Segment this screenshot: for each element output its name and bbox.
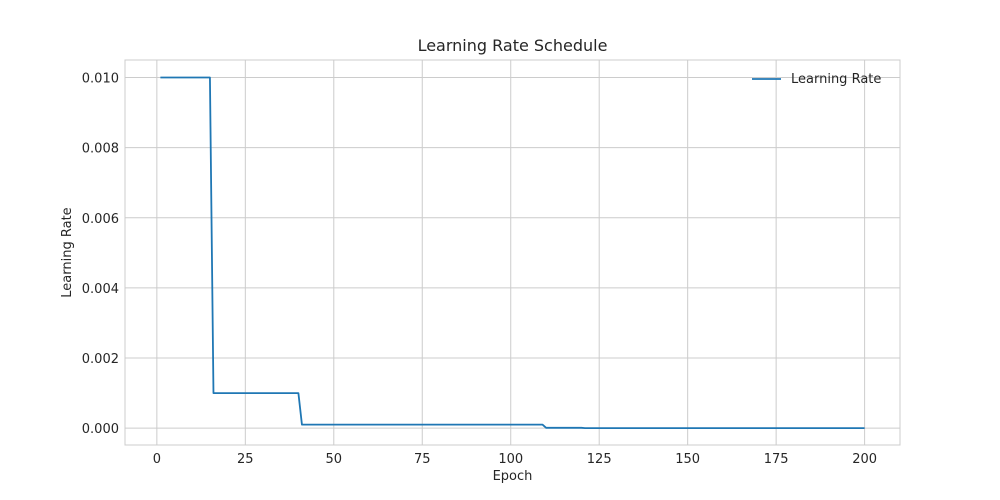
- x-axis-label: Epoch: [493, 469, 533, 484]
- plot-frame: [124, 59, 901, 446]
- x-tick-label: 25: [237, 452, 254, 467]
- series-line-learning-rate: [160, 76, 865, 430]
- tick-layer: 0 25 50 75 100 125 150 175 200 0.000 0.002 0.004 0.0…: [82, 72, 877, 467]
- y-tick-label: 0.006: [82, 212, 119, 227]
- y-tick-label: 0.008: [82, 142, 119, 157]
- x-tick-label: 175: [764, 452, 789, 467]
- legend-label-learning-rate: Learning Rate: [791, 72, 881, 87]
- chart-title: Learning Rate Schedule: [418, 36, 608, 55]
- x-tick-label: 125: [587, 452, 612, 467]
- grid-layer: [125, 60, 900, 445]
- x-tick-label: 0: [153, 452, 161, 467]
- x-tick-label: 150: [675, 452, 700, 467]
- x-tick-label: 50: [326, 452, 343, 467]
- y-tick-label: 0.004: [82, 282, 119, 297]
- x-tick-label: 200: [852, 452, 877, 467]
- series-layer: [160, 76, 865, 430]
- x-tick-label: 75: [414, 452, 431, 467]
- y-tick-label: 0.000: [82, 422, 119, 437]
- legend: Learning Rate: [752, 72, 881, 87]
- y-axis-label: Learning Rate: [60, 207, 75, 297]
- x-tick-label: 100: [498, 452, 523, 467]
- y-tick-label: 0.002: [82, 352, 119, 367]
- y-tick-label: 0.010: [82, 72, 119, 87]
